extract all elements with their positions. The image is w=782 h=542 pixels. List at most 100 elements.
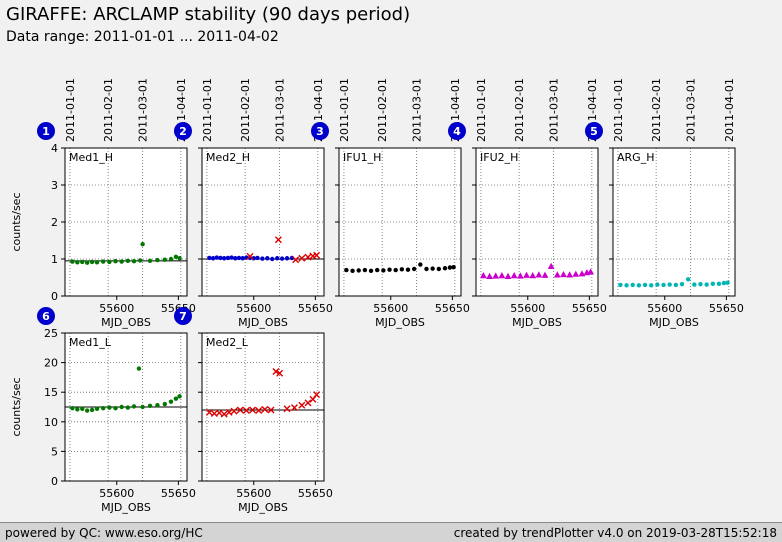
y-tick-label: 0 xyxy=(51,290,58,303)
plot-number-badge: 4 xyxy=(448,122,466,140)
data-point xyxy=(704,282,709,287)
data-point xyxy=(255,255,260,261)
data-point xyxy=(535,271,543,278)
data-point xyxy=(147,258,153,264)
subplot-ifu2_h: 55600 55650 MJD_OBS 2011-01-01 2011-02-01 201… xyxy=(448,78,607,329)
data-point xyxy=(618,282,623,288)
data-point xyxy=(246,252,254,260)
data-point xyxy=(131,259,137,264)
data-point xyxy=(233,256,238,261)
y-tick-label: 0 xyxy=(51,475,58,488)
data-point xyxy=(214,255,219,260)
series-dot xyxy=(618,277,730,288)
date-tick-label: 2011-02-01 xyxy=(102,78,115,142)
data-point xyxy=(80,259,85,265)
data-point xyxy=(698,281,703,287)
badge-number: 3 xyxy=(316,125,324,138)
data-point xyxy=(298,254,306,262)
data-point xyxy=(75,260,80,265)
plot-number-badge: 6 xyxy=(37,307,55,325)
data-point xyxy=(566,271,574,278)
data-point xyxy=(290,404,298,412)
data-point xyxy=(667,282,672,287)
data-point xyxy=(375,267,380,273)
subplot-med1_h: 556005565001234MJD_OBScounts/sec2011-01-… xyxy=(10,78,196,329)
data-point xyxy=(70,259,75,264)
data-point xyxy=(125,258,131,264)
badge-number: 7 xyxy=(179,310,187,323)
x-tick-label: 55600 xyxy=(647,302,682,315)
plot-number-badge: 3 xyxy=(311,122,329,140)
y-tick-label: 20 xyxy=(44,357,58,370)
data-point xyxy=(70,405,75,411)
data-point xyxy=(274,256,280,261)
page-title: GIRAFFE: ARCLAMP stability (90 days peri… xyxy=(6,4,411,25)
data-point xyxy=(215,409,223,417)
subplot-med2_l: 55600 55650 MJD_OBS Med2_L 7 xyxy=(174,307,333,514)
data-point xyxy=(168,256,174,262)
data-point xyxy=(436,266,442,272)
data-point xyxy=(721,280,727,286)
data-point xyxy=(276,369,284,377)
data-point xyxy=(692,282,697,287)
data-point xyxy=(624,283,629,288)
badge-circle xyxy=(37,122,55,140)
data-point xyxy=(107,259,112,265)
data-point xyxy=(162,257,168,262)
plot-title: Med2_L xyxy=(206,336,249,349)
data-point xyxy=(442,266,448,271)
y-tick-label: 25 xyxy=(44,327,58,340)
data-point xyxy=(140,242,145,247)
data-point xyxy=(205,408,213,416)
data-point xyxy=(636,283,642,288)
data-point xyxy=(284,256,290,261)
x-tick-label: 55650 xyxy=(709,302,744,315)
badge-circle xyxy=(585,122,603,140)
data-point xyxy=(260,256,265,261)
data-point xyxy=(679,281,685,287)
header: GIRAFFE: ARCLAMP stability (90 days peri… xyxy=(6,4,410,46)
data-point xyxy=(313,391,321,399)
data-point xyxy=(274,236,282,244)
data-point xyxy=(393,267,398,273)
data-point xyxy=(630,282,635,288)
data-point xyxy=(249,406,257,414)
data-point xyxy=(255,407,263,415)
date-tick-label: 2011-02-01 xyxy=(650,78,663,142)
data-point xyxy=(125,405,131,410)
plot-title: Med2_H xyxy=(206,151,250,164)
x-tick-label: 55600 xyxy=(236,487,271,500)
x-tick-label: 55600 xyxy=(510,302,545,315)
data-point xyxy=(447,265,453,270)
badge-circle xyxy=(311,122,329,140)
plot-title: Med1_H xyxy=(69,151,113,164)
series-x xyxy=(205,367,321,418)
x-tick-label: 55650 xyxy=(298,302,333,315)
series-triangle xyxy=(479,262,595,279)
data-point xyxy=(418,262,423,267)
data-point xyxy=(261,405,269,413)
data-point xyxy=(140,404,145,410)
plot-title: ARG_H xyxy=(617,151,654,164)
date-tick-label: 2011-02-01 xyxy=(513,78,526,142)
date-tick-label: 2011-01-01 xyxy=(338,78,351,142)
data-point xyxy=(486,272,493,279)
y-tick-label: 1 xyxy=(51,253,58,266)
data-point xyxy=(541,271,549,278)
x-tick-label: 55600 xyxy=(99,302,134,315)
data-point xyxy=(84,408,90,413)
data-point xyxy=(131,404,137,409)
badge-number: 6 xyxy=(42,310,50,323)
data-point xyxy=(649,283,654,288)
date-tick-label: 2011-01-01 xyxy=(475,78,488,142)
plot-number-badge: 7 xyxy=(174,307,192,325)
data-point xyxy=(136,366,142,371)
data-point xyxy=(578,270,586,277)
x-axis-label: MJD_OBS xyxy=(238,316,288,329)
data-point xyxy=(240,256,245,261)
data-point xyxy=(344,267,349,273)
data-point xyxy=(304,399,312,407)
badge-circle xyxy=(174,307,192,325)
series-dot xyxy=(344,262,456,274)
